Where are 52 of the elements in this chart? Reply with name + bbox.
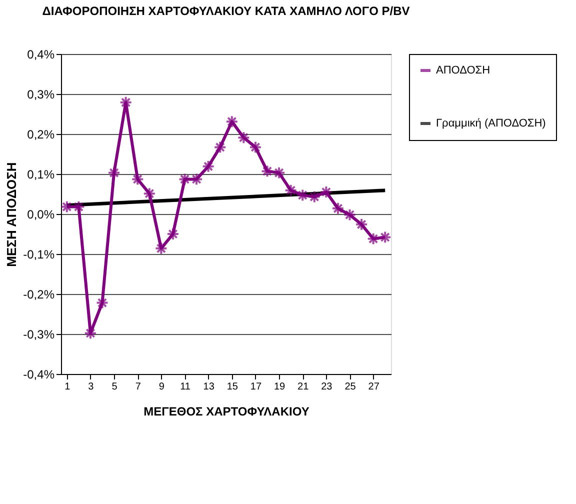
y-tick-label: 0,3%: [27, 88, 55, 102]
y-tick-label: 0,1%: [27, 168, 55, 182]
y-tick-label: 0,0%: [27, 208, 55, 222]
point: [131, 172, 144, 186]
chart-title: ΔΙΑΦΟΡΟΠΟΙΗΣΗ ΧΑΡΤΟΦΥΛΑΚΙΟΥ ΚΑΤΑ ΧΑΜΗΛΟ ΛΟΓΟ P/BV: [42, 4, 410, 18]
point: [355, 218, 368, 231]
point: [108, 166, 121, 180]
point: [178, 172, 192, 186]
point: [284, 184, 298, 197]
x-tick-label: 15: [226, 382, 238, 392]
y-tick-label: 0,4%: [27, 48, 55, 62]
point: [237, 131, 250, 144]
x-tick-label: 3: [88, 382, 94, 392]
point: [166, 228, 180, 240]
legend-label: ΑΠΟΔΟΣΗ: [436, 64, 490, 76]
y-tick-label: -0,4%: [23, 368, 55, 382]
point: [202, 160, 215, 173]
point: [84, 326, 97, 340]
x-tick-label: 25: [344, 382, 356, 392]
x-tick-label: 21: [298, 382, 310, 392]
point: [142, 187, 156, 200]
point: [248, 140, 262, 154]
point: [225, 115, 238, 128]
x-tick-label: 13: [203, 382, 215, 392]
legend-label: Γραμμική (ΑΠΟΔΟΣΗ): [436, 118, 546, 130]
point: [190, 172, 204, 186]
point: [119, 96, 132, 109]
x-tick-label: 9: [158, 382, 165, 392]
point: [296, 188, 310, 202]
y-tick-label: 0,2%: [27, 128, 55, 142]
point: [60, 200, 74, 214]
point: [272, 166, 286, 180]
point: [72, 200, 86, 214]
x-tick-label: 19: [274, 382, 286, 392]
point: [343, 208, 356, 222]
x-tick-label: 17: [250, 382, 262, 392]
x-tick-label: 5: [112, 382, 118, 392]
y-tick-label: -0,1%: [23, 248, 55, 262]
y-tick-label: -0,3%: [23, 328, 55, 342]
x-tick-label: 23: [321, 382, 333, 392]
point: [260, 164, 274, 178]
x-tick-label: 7: [135, 382, 142, 392]
x-axis-title: ΜΕΓΕΘΟΣ ΧΑΡΤΟΦΥΛΑΚΙΟΥ: [144, 404, 310, 418]
x-tick-label: 1: [64, 382, 71, 392]
y-tick-label: -0,2%: [23, 288, 55, 302]
y-axis-title: ΜΕΣΗ ΑΠΟΔΟΣΗ: [4, 162, 20, 267]
point: [96, 296, 109, 310]
x-tick-label: 11: [180, 382, 191, 392]
point: [214, 140, 227, 154]
x-tick-label: 27: [368, 382, 380, 392]
point: [331, 202, 344, 215]
point: [154, 242, 168, 255]
